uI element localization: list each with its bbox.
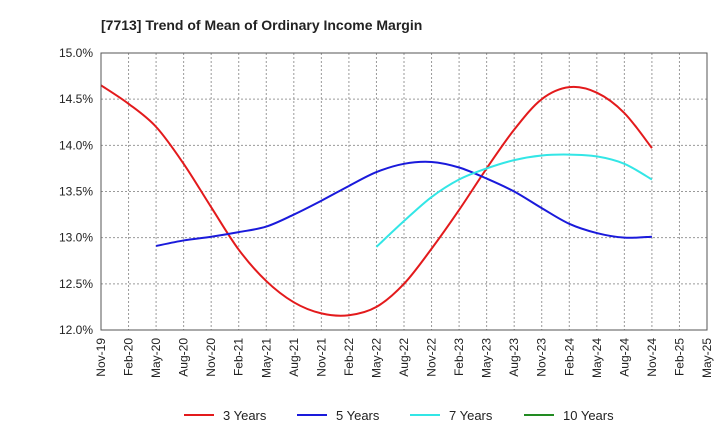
- x-tick-label: May-20: [149, 338, 163, 378]
- legend-label-3-years: 3 Years: [223, 408, 267, 423]
- series-line-5-years: [155, 160, 652, 247]
- x-tick-label: Nov-20: [204, 338, 218, 377]
- series-line-3-years: [100, 84, 653, 317]
- x-tick-label: May-22: [369, 338, 383, 378]
- x-tick-label: Nov-19: [94, 338, 108, 377]
- legend-label-7-years: 7 Years: [449, 408, 493, 423]
- x-tick-label: Feb-24: [562, 338, 576, 376]
- x-tick-label: Nov-21: [314, 338, 328, 377]
- x-tick-label: May-23: [480, 338, 494, 378]
- y-tick-label: 13.0%: [59, 231, 93, 245]
- x-tick-label: Nov-23: [535, 338, 549, 377]
- series-layer: [100, 84, 653, 317]
- x-tick-label: Feb-21: [232, 338, 246, 376]
- y-tick-label: 13.5%: [59, 185, 93, 199]
- legend-label-10-years: 10 Years: [563, 408, 614, 423]
- grid-layer: [101, 53, 707, 330]
- chart-title: [7713] Trend of Mean of Ordinary Income …: [101, 17, 422, 33]
- x-tick-label: Feb-22: [342, 338, 356, 376]
- y-tick-label: 12.5%: [59, 277, 93, 291]
- x-tick-label: Aug-21: [287, 338, 301, 377]
- series-line-7-years: [375, 153, 653, 248]
- axis-layer: 12.0% 12.5% 13.0% 13.5% 14.0% 14.5% 15.0% Nov-1…: [59, 46, 714, 378]
- y-tick-label: 12.0%: [59, 323, 93, 337]
- x-tick-label: Aug-23: [507, 338, 521, 377]
- x-tick-label: Feb-20: [122, 338, 136, 376]
- x-tick-label: May-24: [590, 338, 604, 378]
- x-tick-label: Feb-25: [672, 338, 686, 376]
- plot-border: [100, 52, 708, 331]
- y-tick-label: 15.0%: [59, 46, 93, 60]
- x-tick-label: Feb-23: [452, 338, 466, 376]
- x-tick-label: May-25: [700, 338, 714, 378]
- legend-label-5-years: 5 Years: [336, 408, 380, 423]
- x-tick-label: Nov-24: [645, 338, 659, 377]
- x-tick-label: Nov-22: [425, 338, 439, 377]
- x-tick-label: Aug-24: [617, 338, 631, 377]
- y-tick-label: 14.0%: [59, 138, 93, 152]
- x-tick-label: Aug-22: [397, 338, 411, 377]
- y-tick-label: 14.5%: [59, 92, 93, 106]
- x-tick-label: May-21: [259, 338, 273, 378]
- legend: 3 Years 5 Years 7 Years 10 Years: [184, 408, 614, 423]
- x-tick-label: Aug-20: [177, 338, 191, 377]
